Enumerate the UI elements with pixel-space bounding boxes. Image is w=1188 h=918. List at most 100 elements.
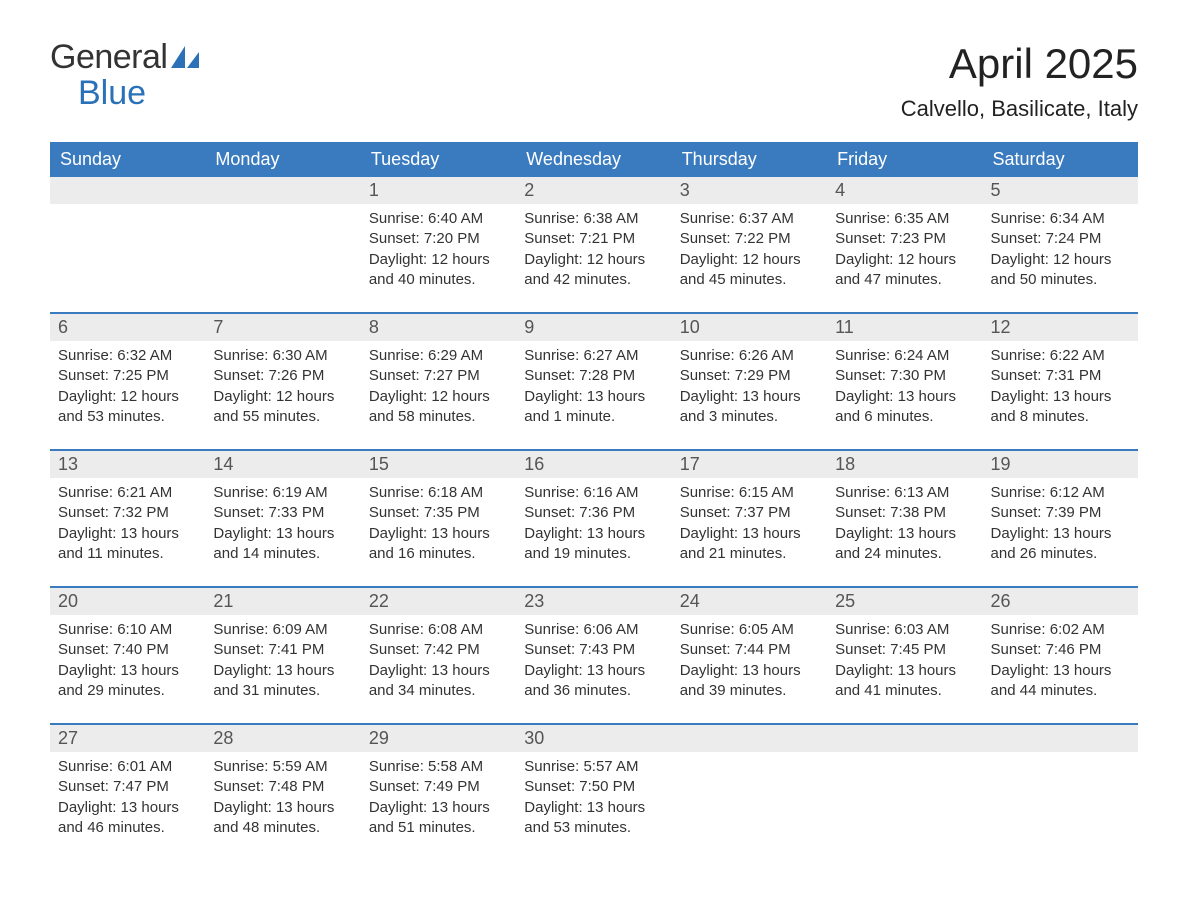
daylight-text: Daylight: 13 hours and 11 minutes.	[58, 524, 197, 565]
day-details: Sunrise: 6:12 AMSunset: 7:39 PMDaylight:…	[983, 478, 1138, 572]
sunrise-text: Sunrise: 5:57 AM	[524, 757, 663, 777]
day-number: 12	[983, 314, 1138, 341]
dow-monday: Monday	[205, 142, 360, 177]
day-number: 8	[361, 314, 516, 341]
daylight-text: Daylight: 13 hours and 53 minutes.	[524, 798, 663, 839]
sunset-text: Sunset: 7:36 PM	[524, 503, 663, 523]
sunrise-text: Sunrise: 6:37 AM	[680, 209, 819, 229]
sunrise-text: Sunrise: 6:40 AM	[369, 209, 508, 229]
sunrise-text: Sunrise: 6:26 AM	[680, 346, 819, 366]
sunrise-text: Sunrise: 6:22 AM	[991, 346, 1130, 366]
day-cell: 30Sunrise: 5:57 AMSunset: 7:50 PMDayligh…	[516, 725, 671, 846]
sunrise-text: Sunrise: 6:01 AM	[58, 757, 197, 777]
day-number: 9	[516, 314, 671, 341]
daylight-text: Daylight: 13 hours and 48 minutes.	[213, 798, 352, 839]
day-number	[983, 725, 1138, 752]
daylight-text: Daylight: 13 hours and 19 minutes.	[524, 524, 663, 565]
title-block: April 2025 Calvello, Basilicate, Italy	[901, 40, 1138, 122]
day-number	[827, 725, 982, 752]
day-cell	[827, 725, 982, 846]
daylight-text: Daylight: 13 hours and 29 minutes.	[58, 661, 197, 702]
day-cell: 7Sunrise: 6:30 AMSunset: 7:26 PMDaylight…	[205, 314, 360, 435]
day-number: 17	[672, 451, 827, 478]
day-number: 15	[361, 451, 516, 478]
month-title: April 2025	[901, 40, 1138, 88]
sunset-text: Sunset: 7:32 PM	[58, 503, 197, 523]
sunset-text: Sunset: 7:45 PM	[835, 640, 974, 660]
sunrise-text: Sunrise: 6:12 AM	[991, 483, 1130, 503]
day-details: Sunrise: 6:22 AMSunset: 7:31 PMDaylight:…	[983, 341, 1138, 435]
day-details: Sunrise: 6:06 AMSunset: 7:43 PMDaylight:…	[516, 615, 671, 709]
day-cell: 21Sunrise: 6:09 AMSunset: 7:41 PMDayligh…	[205, 588, 360, 709]
day-details: Sunrise: 5:57 AMSunset: 7:50 PMDaylight:…	[516, 752, 671, 846]
sunset-text: Sunset: 7:31 PM	[991, 366, 1130, 386]
brand-line2: Blue	[78, 74, 199, 113]
day-number: 23	[516, 588, 671, 615]
day-details: Sunrise: 6:09 AMSunset: 7:41 PMDaylight:…	[205, 615, 360, 709]
day-cell: 5 Sunrise: 6:34 AMSunset: 7:24 PMDaylight…	[983, 177, 1138, 298]
daylight-text: Daylight: 12 hours and 50 minutes.	[991, 250, 1130, 291]
day-cell: 28Sunrise: 5:59 AMSunset: 7:48 PMDayligh…	[205, 725, 360, 846]
daylight-text: Daylight: 13 hours and 34 minutes.	[369, 661, 508, 702]
day-number	[205, 177, 360, 204]
daylight-text: Daylight: 13 hours and 3 minutes.	[680, 387, 819, 428]
daylight-text: Daylight: 12 hours and 40 minutes.	[369, 250, 508, 291]
day-details: Sunrise: 6:03 AMSunset: 7:45 PMDaylight:…	[827, 615, 982, 709]
day-details: Sunrise: 6:24 AMSunset: 7:30 PMDaylight:…	[827, 341, 982, 435]
day-cell: 12Sunrise: 6:22 AMSunset: 7:31 PMDayligh…	[983, 314, 1138, 435]
day-cell: 18Sunrise: 6:13 AMSunset: 7:38 PMDayligh…	[827, 451, 982, 572]
day-details: Sunrise: 6:16 AMSunset: 7:36 PMDaylight:…	[516, 478, 671, 572]
day-cell	[983, 725, 1138, 846]
sunrise-text: Sunrise: 6:10 AM	[58, 620, 197, 640]
sunrise-text: Sunrise: 6:35 AM	[835, 209, 974, 229]
dow-sunday: Sunday	[50, 142, 205, 177]
day-number: 7	[205, 314, 360, 341]
sunset-text: Sunset: 7:24 PM	[991, 229, 1130, 249]
sunset-text: Sunset: 7:41 PM	[213, 640, 352, 660]
day-details: Sunrise: 6:29 AMSunset: 7:27 PMDaylight:…	[361, 341, 516, 435]
day-details: Sunrise: 5:58 AMSunset: 7:49 PMDaylight:…	[361, 752, 516, 846]
day-number: 1	[361, 177, 516, 204]
sunset-text: Sunset: 7:50 PM	[524, 777, 663, 797]
sunset-text: Sunset: 7:35 PM	[369, 503, 508, 523]
day-number: 26	[983, 588, 1138, 615]
sunset-text: Sunset: 7:20 PM	[369, 229, 508, 249]
dow-wednesday: Wednesday	[516, 142, 671, 177]
sunset-text: Sunset: 7:44 PM	[680, 640, 819, 660]
sunset-text: Sunset: 7:43 PM	[524, 640, 663, 660]
week-row: 1Sunrise: 6:40 AMSunset: 7:20 PMDaylight…	[50, 177, 1138, 298]
day-number: 29	[361, 725, 516, 752]
sunrise-text: Sunrise: 6:02 AM	[991, 620, 1130, 640]
day-cell	[50, 177, 205, 298]
daylight-text: Daylight: 13 hours and 41 minutes.	[835, 661, 974, 702]
day-details: Sunrise: 6:26 AMSunset: 7:29 PMDaylight:…	[672, 341, 827, 435]
day-cell	[205, 177, 360, 298]
sunrise-text: Sunrise: 6:38 AM	[524, 209, 663, 229]
daylight-text: Daylight: 13 hours and 39 minutes.	[680, 661, 819, 702]
day-cell: 13Sunrise: 6:21 AMSunset: 7:32 PMDayligh…	[50, 451, 205, 572]
daylight-text: Daylight: 12 hours and 55 minutes.	[213, 387, 352, 428]
sunrise-text: Sunrise: 6:34 AM	[991, 209, 1130, 229]
day-cell: 23Sunrise: 6:06 AMSunset: 7:43 PMDayligh…	[516, 588, 671, 709]
daylight-text: Daylight: 12 hours and 45 minutes.	[680, 250, 819, 291]
day-cell: 6Sunrise: 6:32 AMSunset: 7:25 PMDaylight…	[50, 314, 205, 435]
daylight-text: Daylight: 13 hours and 8 minutes.	[991, 387, 1130, 428]
daylight-text: Daylight: 13 hours and 26 minutes.	[991, 524, 1130, 565]
sunrise-text: Sunrise: 6:27 AM	[524, 346, 663, 366]
brand-line1: General	[50, 40, 167, 74]
day-cell: 10Sunrise: 6:26 AMSunset: 7:29 PMDayligh…	[672, 314, 827, 435]
day-details: Sunrise: 6:38 AMSunset: 7:21 PMDaylight:…	[516, 204, 671, 298]
day-number: 5	[983, 177, 1138, 204]
daylight-text: Daylight: 13 hours and 1 minute.	[524, 387, 663, 428]
week-row: 27Sunrise: 6:01 AMSunset: 7:47 PMDayligh…	[50, 723, 1138, 846]
day-number: 30	[516, 725, 671, 752]
sunrise-text: Sunrise: 6:15 AM	[680, 483, 819, 503]
location: Calvello, Basilicate, Italy	[901, 96, 1138, 122]
dow-thursday: Thursday	[672, 142, 827, 177]
week-row: 6Sunrise: 6:32 AMSunset: 7:25 PMDaylight…	[50, 312, 1138, 435]
day-details: Sunrise: 6:35 AMSunset: 7:23 PMDaylight:…	[827, 204, 982, 298]
day-cell: 25Sunrise: 6:03 AMSunset: 7:45 PMDayligh…	[827, 588, 982, 709]
day-cell: 19Sunrise: 6:12 AMSunset: 7:39 PMDayligh…	[983, 451, 1138, 572]
daylight-text: Daylight: 13 hours and 16 minutes.	[369, 524, 508, 565]
sunset-text: Sunset: 7:26 PM	[213, 366, 352, 386]
